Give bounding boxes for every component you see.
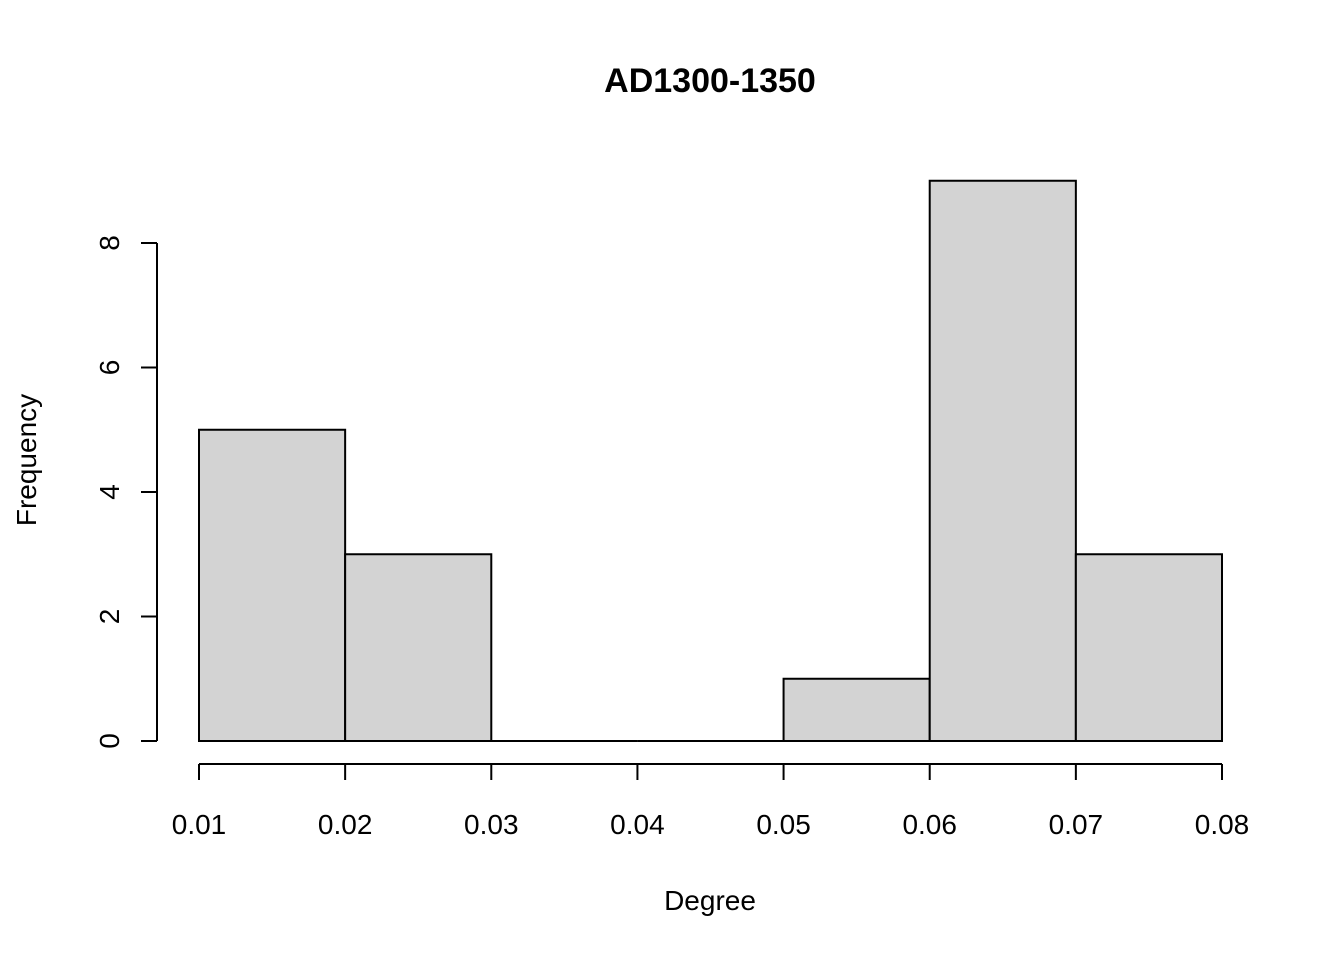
x-tick-label-6: 0.07 bbox=[1049, 809, 1104, 840]
histogram-bar-1 bbox=[344, 553, 493, 742]
x-tick-label-1: 0.02 bbox=[318, 809, 373, 840]
y-axis-label: Frequency bbox=[11, 394, 42, 526]
bars-group bbox=[198, 179, 1224, 742]
chart-title: AD1300-1350 bbox=[604, 62, 816, 100]
x-tick-label-2: 0.03 bbox=[464, 809, 519, 840]
x-tick-label-7: 0.08 bbox=[1195, 809, 1250, 840]
x-axis: 0.01 0.02 0.03 0.04 0.05 0.06 0.07 0.08 bbox=[172, 763, 1250, 840]
histogram-bar-0 bbox=[198, 428, 347, 742]
y-axis: 0 2 4 6 8 bbox=[94, 235, 158, 749]
y-tick-label-2: 4 bbox=[94, 484, 125, 500]
x-tick-label-3: 0.04 bbox=[610, 809, 665, 840]
histogram-bar-4 bbox=[782, 677, 931, 742]
histogram-bar-6 bbox=[1074, 553, 1224, 742]
y-tick-label-0: 0 bbox=[94, 733, 125, 749]
x-tick-label-4: 0.05 bbox=[756, 809, 811, 840]
x-tick-label-0: 0.01 bbox=[172, 809, 227, 840]
y-tick-label-4: 8 bbox=[94, 235, 125, 251]
y-tick-label-1: 2 bbox=[94, 609, 125, 625]
histogram-bar-5 bbox=[928, 179, 1077, 742]
y-tick-label-3: 6 bbox=[94, 360, 125, 376]
x-axis-label: Degree bbox=[664, 885, 756, 916]
x-tick-label-5: 0.06 bbox=[902, 809, 957, 840]
